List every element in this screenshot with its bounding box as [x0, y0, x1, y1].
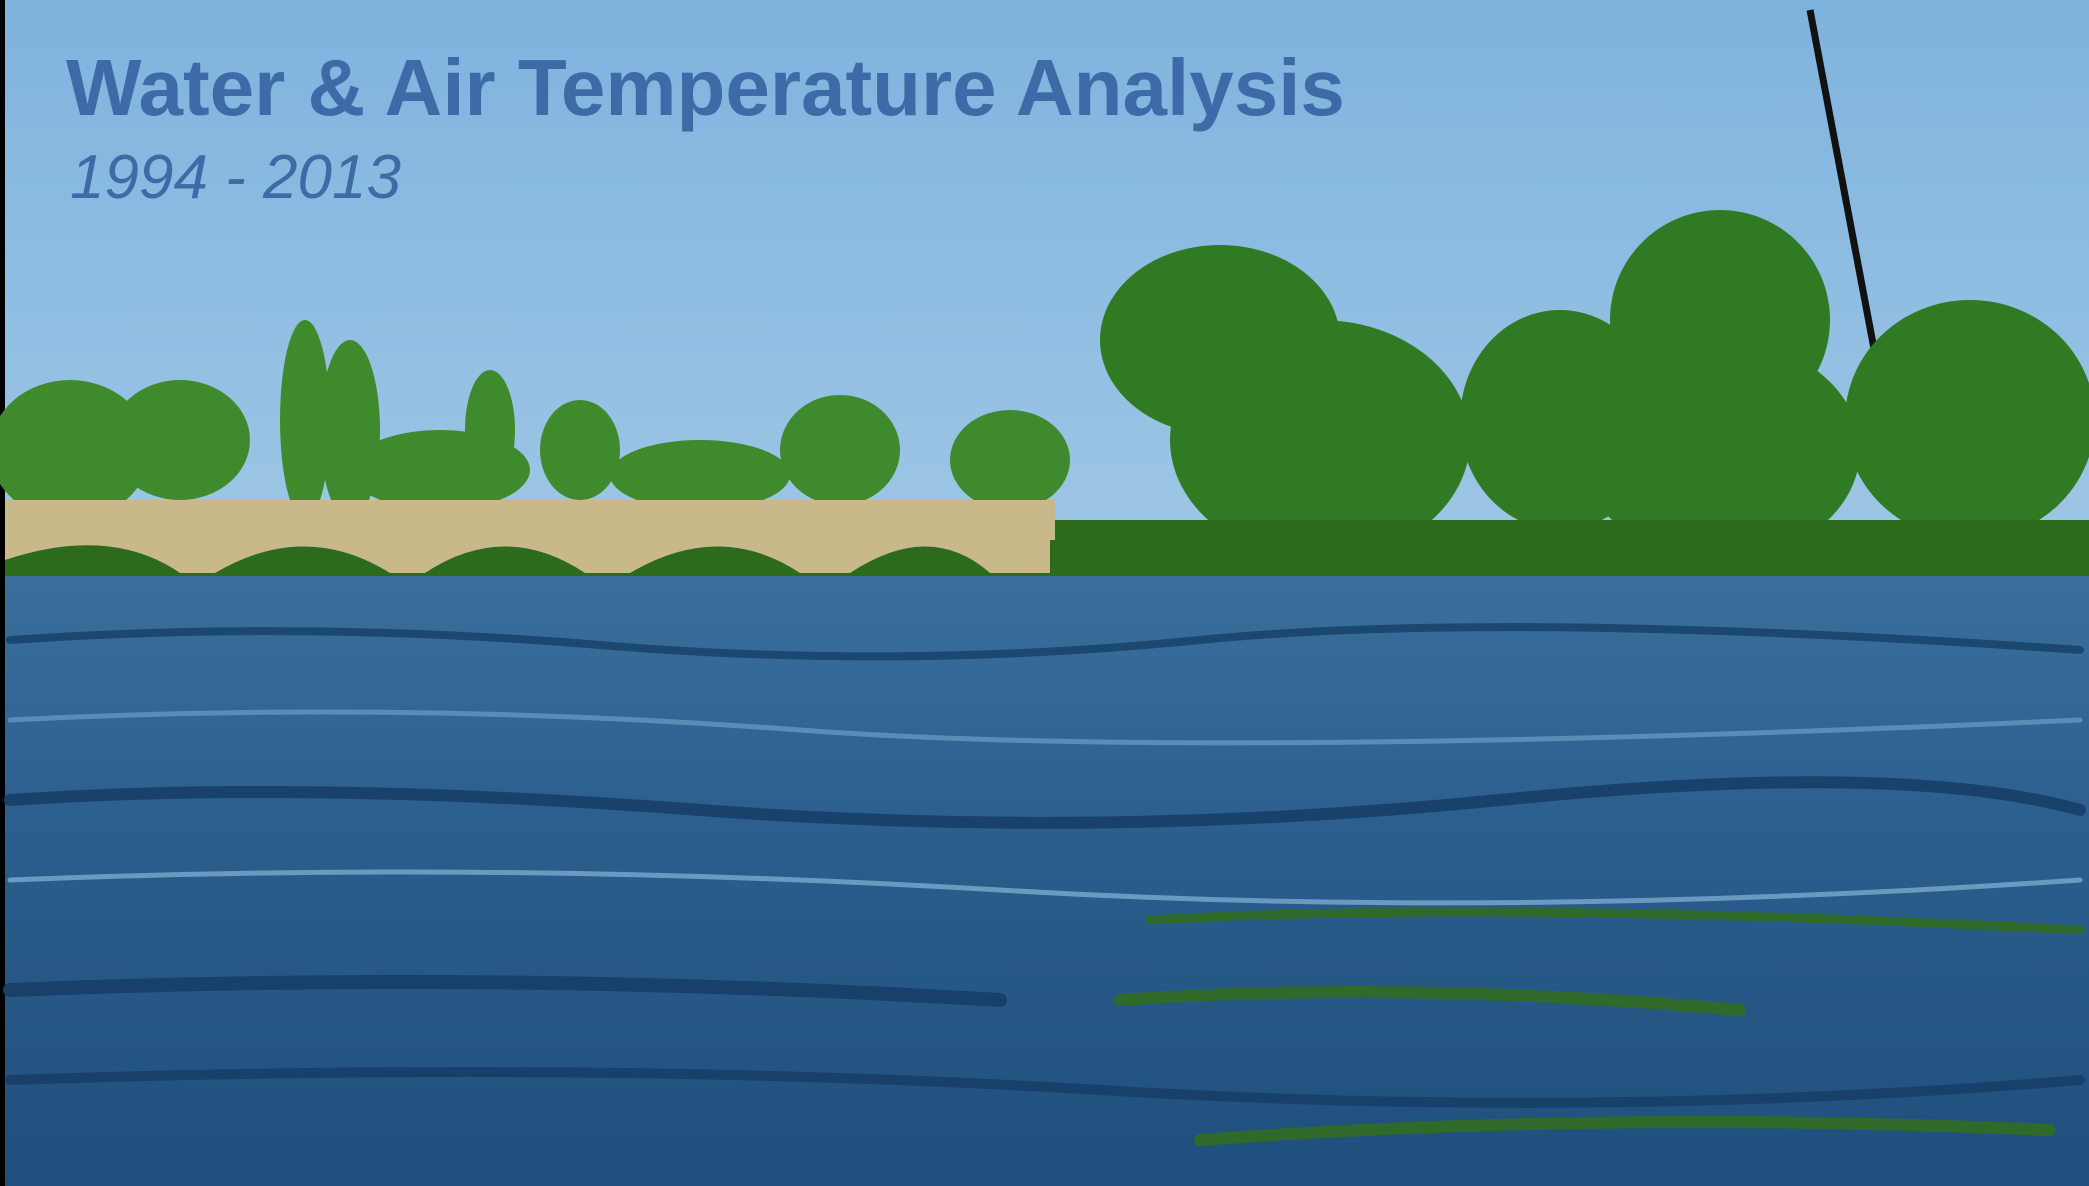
subtitle: 1994 - 2013	[70, 143, 401, 212]
title: Water & Air Temperature Analysis	[66, 43, 1345, 132]
